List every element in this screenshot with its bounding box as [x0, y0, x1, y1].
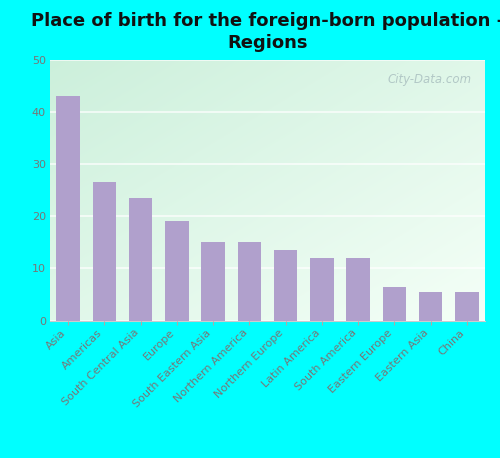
Bar: [165, 221, 188, 321]
Bar: [92, 182, 116, 321]
Bar: [346, 258, 370, 321]
Bar: [202, 242, 225, 321]
Bar: [455, 292, 478, 321]
Bar: [382, 287, 406, 321]
Bar: [56, 96, 80, 321]
Bar: [238, 242, 261, 321]
Text: City-Data.com: City-Data.com: [388, 73, 472, 86]
Bar: [419, 292, 442, 321]
Bar: [274, 250, 297, 321]
Bar: [129, 198, 152, 321]
Bar: [310, 258, 334, 321]
Title: Place of birth for the foreign-born population -
Regions: Place of birth for the foreign-born popu…: [31, 12, 500, 52]
